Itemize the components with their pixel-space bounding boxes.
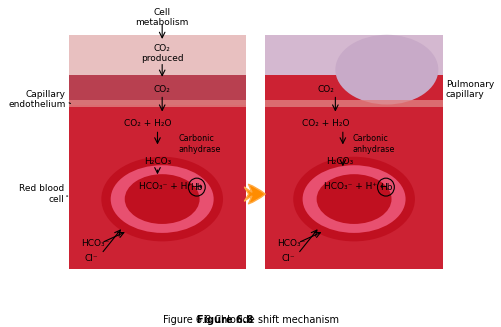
Ellipse shape <box>335 35 438 105</box>
Text: CO₂
produced: CO₂ produced <box>141 44 183 63</box>
Text: CO₂: CO₂ <box>154 85 171 94</box>
Text: HCO₃⁻: HCO₃⁻ <box>81 239 109 248</box>
Text: Figure 6.8: Figure 6.8 <box>197 315 253 324</box>
Ellipse shape <box>125 174 199 224</box>
Ellipse shape <box>101 157 223 241</box>
Text: HCO₃⁻ + H⁺ ←: HCO₃⁻ + H⁺ ← <box>324 182 388 191</box>
Text: Red blood
cell: Red blood cell <box>19 184 64 204</box>
Ellipse shape <box>317 174 391 224</box>
Text: HCO₃⁻ + H⁺ →: HCO₃⁻ + H⁺ → <box>139 182 202 191</box>
Text: Cl⁻: Cl⁻ <box>281 254 295 263</box>
Text: Figure 6.8 Chloride shift mechanism: Figure 6.8 Chloride shift mechanism <box>163 315 339 324</box>
FancyBboxPatch shape <box>69 35 246 75</box>
FancyBboxPatch shape <box>265 70 443 269</box>
FancyBboxPatch shape <box>69 99 246 108</box>
Text: Hb: Hb <box>380 182 392 192</box>
Text: H₂CO₃: H₂CO₃ <box>144 157 171 166</box>
Text: Hb: Hb <box>190 182 203 192</box>
Ellipse shape <box>111 165 213 233</box>
FancyBboxPatch shape <box>69 70 246 269</box>
Text: H₂CO₃: H₂CO₃ <box>327 157 354 166</box>
Ellipse shape <box>293 157 415 241</box>
Text: CO₂: CO₂ <box>318 85 335 94</box>
FancyBboxPatch shape <box>265 99 443 108</box>
Text: CO₂ + H₂O: CO₂ + H₂O <box>124 119 172 129</box>
Text: Carbonic
anhydrase: Carbonic anhydrase <box>352 134 395 154</box>
FancyArrowPatch shape <box>244 184 265 204</box>
Text: Cell
metabolism: Cell metabolism <box>135 8 189 27</box>
Text: Pulmonary
capillary: Pulmonary capillary <box>446 80 494 99</box>
Text: CO₂ + H₂O: CO₂ + H₂O <box>302 119 350 129</box>
Text: Capillary
endothelium: Capillary endothelium <box>9 90 66 109</box>
Text: Carbonic
anhydrase: Carbonic anhydrase <box>178 134 220 154</box>
FancyBboxPatch shape <box>69 50 246 105</box>
FancyBboxPatch shape <box>265 35 443 75</box>
Ellipse shape <box>303 165 406 233</box>
Text: HCO₃⁻: HCO₃⁻ <box>278 239 306 248</box>
Text: Cl⁻: Cl⁻ <box>85 254 98 263</box>
